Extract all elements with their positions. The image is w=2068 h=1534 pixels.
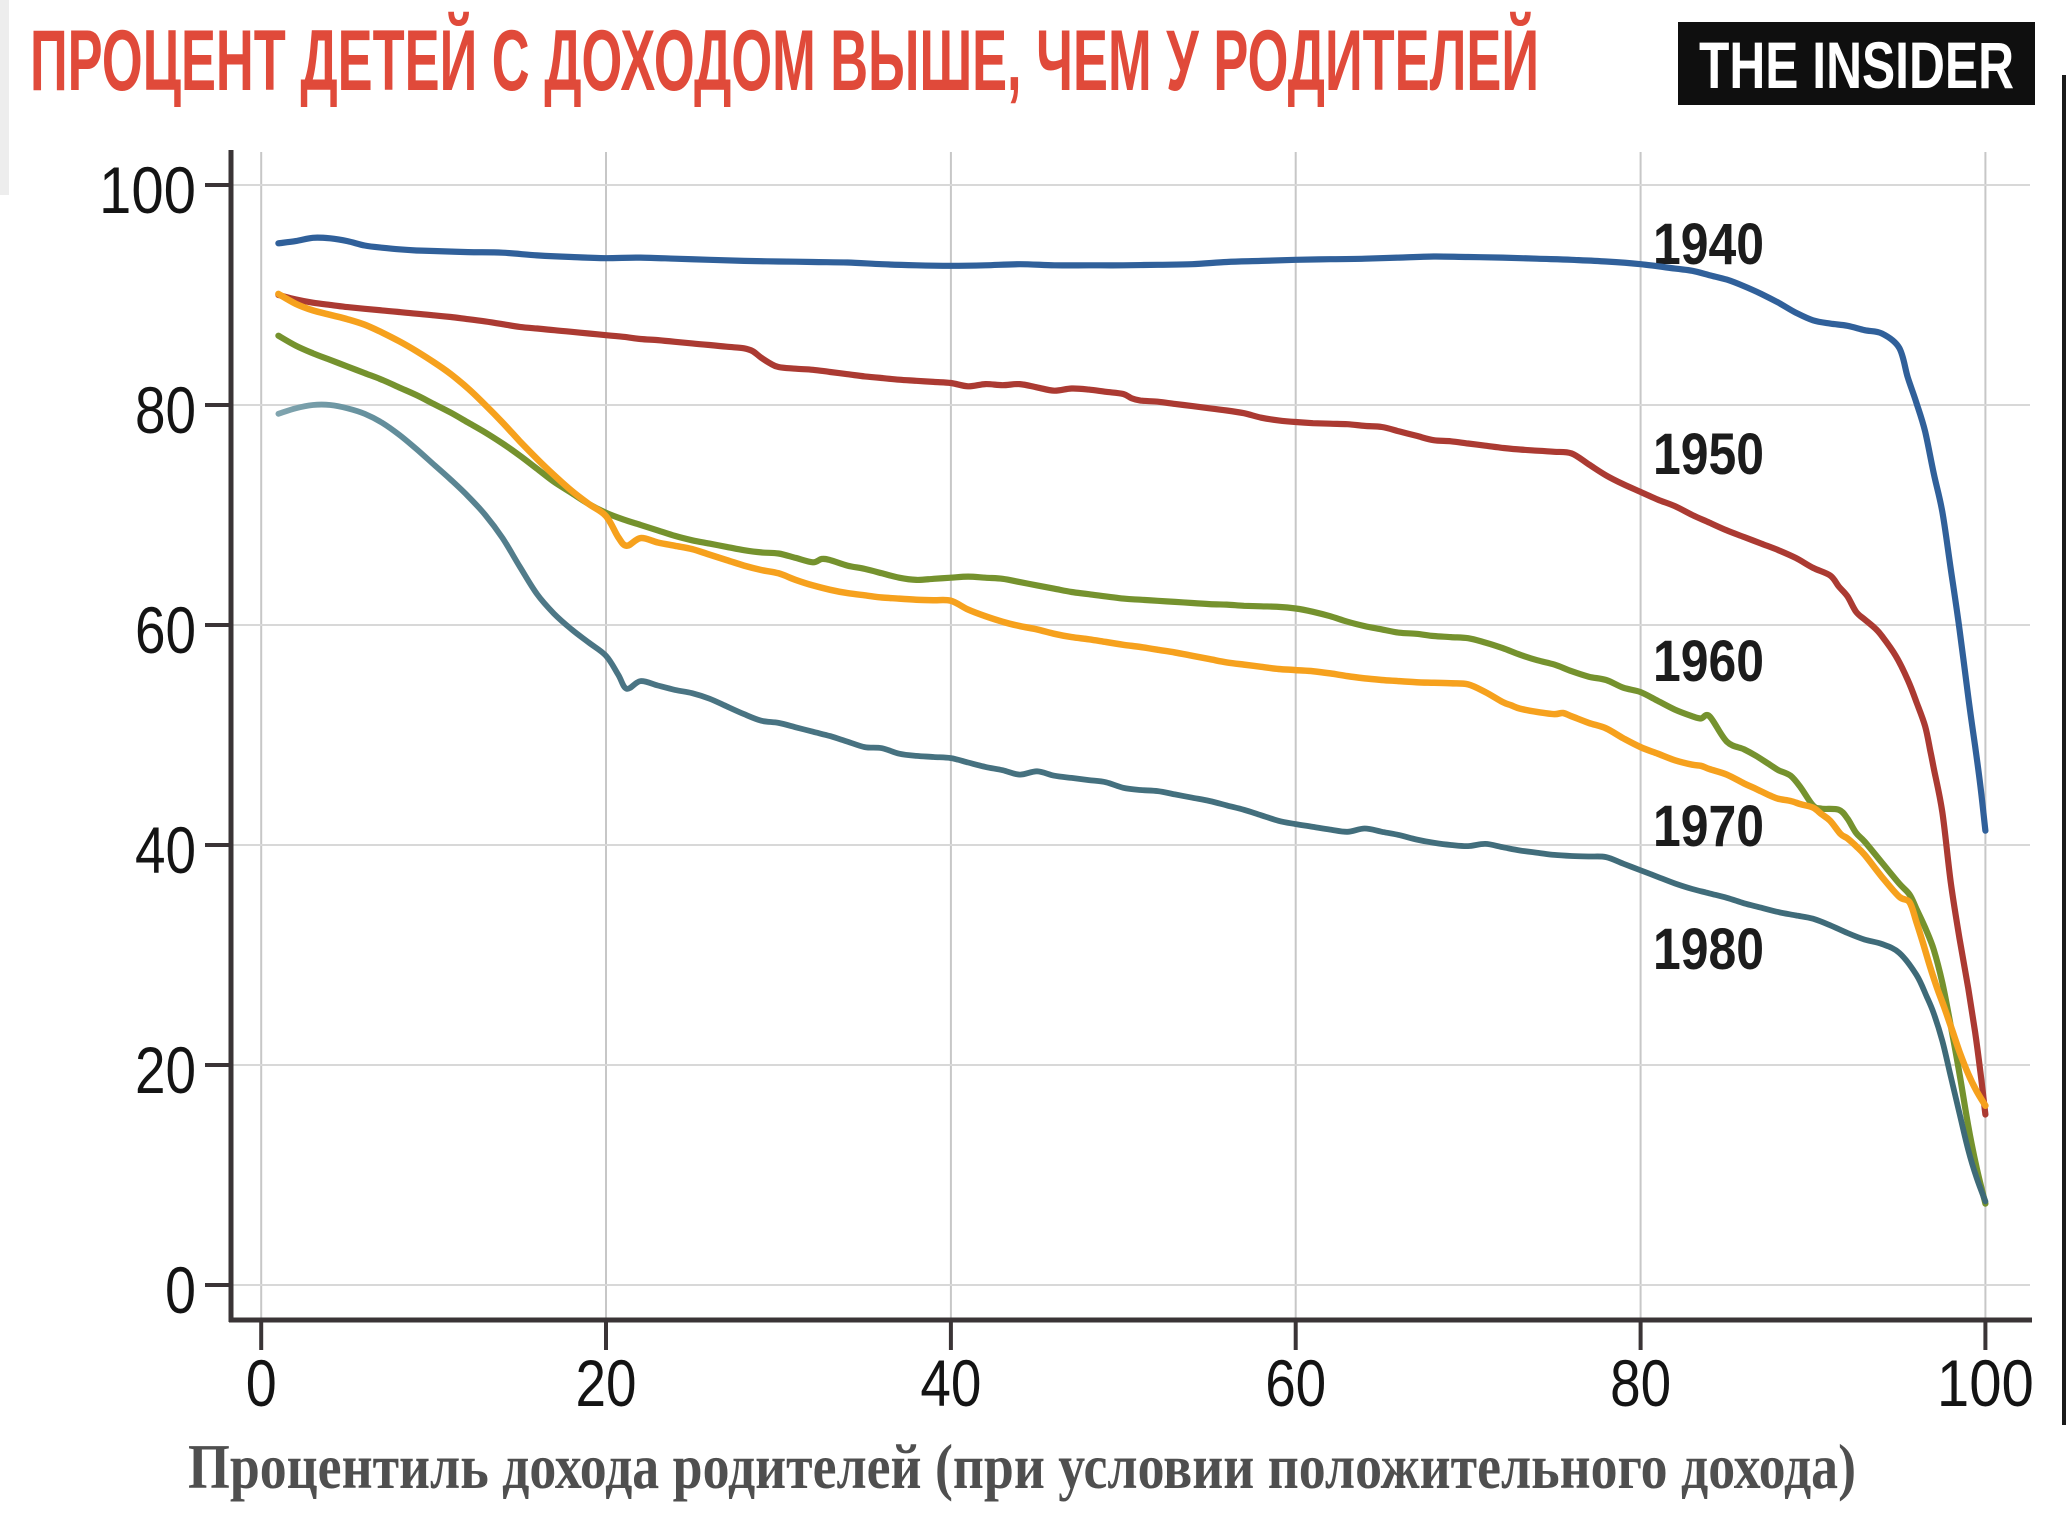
- svg-text:100: 100: [99, 153, 196, 227]
- svg-text:1980: 1980: [1653, 917, 1764, 982]
- svg-text:40: 40: [920, 1346, 981, 1420]
- svg-text:80: 80: [1610, 1346, 1671, 1420]
- svg-text:1960: 1960: [1653, 629, 1764, 694]
- svg-text:60: 60: [135, 593, 196, 667]
- svg-text:Процентиль дохода родителей (п: Процентиль дохода родителей (при условии…: [188, 1431, 1856, 1502]
- svg-text:60: 60: [1265, 1346, 1326, 1420]
- svg-text:20: 20: [135, 1033, 196, 1107]
- svg-text:40: 40: [135, 813, 196, 887]
- svg-text:1950: 1950: [1653, 422, 1764, 487]
- svg-text:0: 0: [165, 1253, 196, 1327]
- svg-text:0: 0: [246, 1346, 277, 1420]
- svg-text:20: 20: [576, 1346, 637, 1420]
- svg-text:80: 80: [135, 373, 196, 447]
- svg-text:ПРОЦЕНТ ДЕТЕЙ С ДОХОДОМ ВЫШЕ,: ПРОЦЕНТ ДЕТЕЙ С ДОХОДОМ ВЫШЕ, ЧЕМ У РОДИ…: [30, 12, 1539, 109]
- svg-text:100: 100: [1937, 1346, 2034, 1420]
- svg-text:1970: 1970: [1653, 794, 1764, 859]
- svg-text:THE INSIDER: THE INSIDER: [1699, 28, 2014, 102]
